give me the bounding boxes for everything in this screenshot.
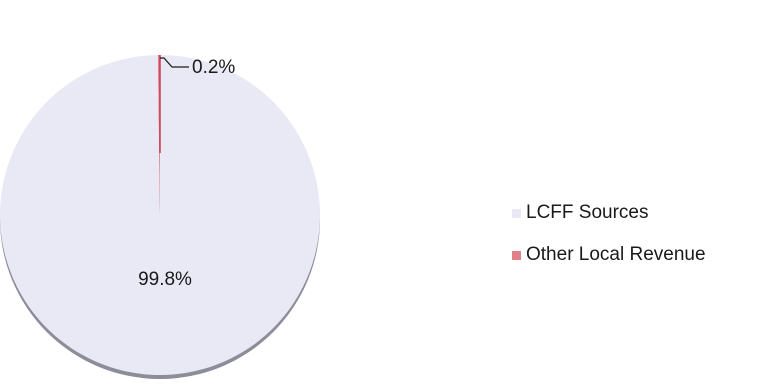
legend-swatch-other-local-revenue — [512, 250, 521, 260]
legend-label-other-local-revenue: Other Local Revenue — [526, 244, 706, 265]
legend-label-lcff-sources: LCFF Sources — [526, 202, 649, 223]
pie-group: 0.2% 99.8% — [0, 55, 321, 379]
legend-item-lcff-sources: LCFF Sources — [512, 198, 706, 228]
legend-swatch-lcff-sources — [512, 208, 521, 218]
data-label-lcff-sources: 99.8% — [138, 269, 192, 290]
data-label-other-local-revenue: 0.2% — [192, 57, 235, 78]
legend-item-other-local-revenue: Other Local Revenue — [512, 240, 706, 270]
leader-line-other-local-revenue — [160, 57, 189, 68]
legend: LCFF Sources Other Local Revenue — [512, 198, 706, 270]
pie-slice-lcff-sources — [0, 55, 321, 375]
